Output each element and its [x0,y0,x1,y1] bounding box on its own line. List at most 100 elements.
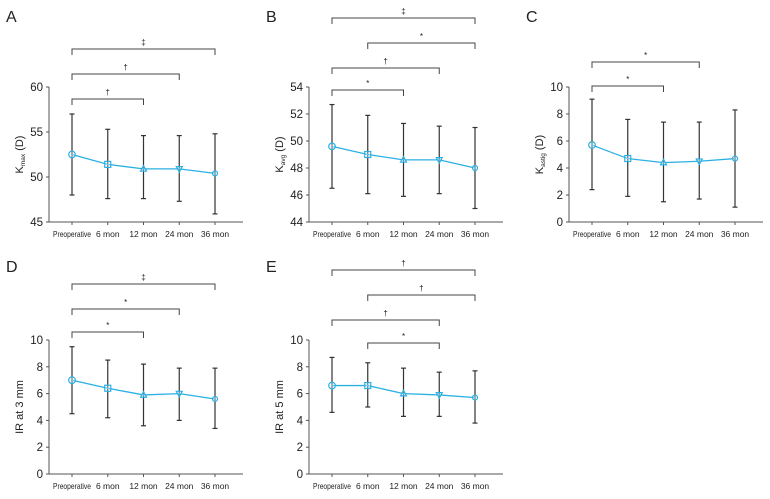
y-label-main: IR at 5 mm [274,380,286,434]
x-tick-label: 24 mon [425,229,454,239]
panel-e: E 0 2 4 6 8 10 Preoperative 6 mon 12 mon 24 mon 36 … [266,259,503,491]
significance-bracket: * [71,298,180,315]
data-point-triangle [139,164,148,172]
data-point-circle [328,381,336,390]
bracket-line [71,331,144,338]
significance-bracket: ‡ [331,7,476,24]
y-label-main: IR at 3 mm [14,380,26,434]
mean-line [331,145,476,169]
y-tick-label: 0 [557,217,563,229]
y-tick-label: 0 [37,469,43,481]
y-tick-label: 2 [297,442,303,454]
y-label-subscript: max [20,153,27,166]
y-tick-label: 52 [290,109,303,121]
x-tick-label: 36 mon [461,481,490,491]
significance-symbol: * [366,79,369,88]
panel-letter: E [266,259,277,276]
x-tick-label: Preoperative [313,229,351,239]
x-tick-label: 6 mon [616,229,640,239]
error-bar [365,362,371,408]
y-label-suffix: (D) [274,136,286,154]
data-point-diamond [211,395,219,403]
significance-symbol: † [123,63,127,72]
significance-symbol: * [644,51,647,60]
y-tick-label: 6 [37,389,43,401]
data-point-diamond [471,164,479,172]
data-point-triangle-down [175,166,184,174]
significance-bracket: * [367,332,440,349]
y-tick-label: 8 [297,362,303,374]
x-tick-label: 6 mon [356,481,380,491]
x-tick-label: 6 mon [96,481,120,491]
panel-c: C 0 2 4 6 8 10 Preoperative 6 mon 12 mon 24 mon 36 … [526,9,763,239]
y-tick-label: 48 [290,163,303,175]
bracket-line [367,342,440,349]
y-tick-label: 2 [557,190,563,202]
y-label-main: K [534,166,546,174]
significance-symbol: † [419,284,423,293]
significance-bracket: † [71,88,144,105]
y-axis-label: Kastig (D) [534,135,547,174]
y-label-main: K [274,165,286,173]
significance-symbol: † [401,259,405,268]
y-axis-label: IR at 5 mm [274,380,286,434]
x-tick-label: 12 mon [649,229,678,239]
x-tick-label: 36 mon [201,481,230,491]
x-tick-label: 24 mon [685,229,714,239]
significance-bracket: ‡ [71,38,216,55]
y-tick-label: 10 [550,82,563,94]
y-tick-label: 4 [557,163,564,175]
bracket-line [71,283,216,290]
y-tick-label: 50 [30,172,43,184]
error-bar [661,121,666,203]
error-bar [141,135,146,200]
bracket-line [71,308,180,315]
data-point-diamond [471,394,479,401]
significance-symbol: † [383,57,387,66]
significance-symbol: * [420,32,423,41]
panel-letter: A [6,9,17,26]
panel-letter: D [6,259,18,276]
error-bar [401,367,406,417]
data-point-square [364,150,372,159]
x-tick-label: Preoperative [313,481,351,491]
y-tick-label: 6 [557,136,563,148]
data-point-square [104,384,112,392]
x-tick-label: 24 mon [165,481,194,491]
mean-line [591,144,736,164]
error-bar [329,356,335,413]
data-point-diamond [211,170,219,177]
y-tick-label: 44 [290,217,303,229]
error-bar [472,370,478,424]
bracket-line [367,42,476,49]
error-bar [212,367,218,430]
significance-symbol: ‡ [401,7,405,16]
y-tick-label: 6 [297,389,303,401]
data-point-circle [588,141,596,149]
y-axis-label: IR at 3 mm [14,380,26,434]
data-point-triangle [399,389,408,397]
x-tick-label: 36 mon [201,229,230,239]
significance-bracket: * [591,75,664,92]
y-axis-label: Kmax (D) [14,136,27,174]
error-bar [696,121,702,200]
data-point-triangle-down [175,390,184,399]
significance-bracket: † [71,63,180,80]
y-tick-label: 10 [30,335,43,347]
panel-letter: B [266,9,277,26]
significance-bracket: * [367,32,476,49]
x-tick-label: 12 mon [129,481,158,491]
panel-b: B 44 46 48 50 52 54 Preoperative 6 mon 12 mon 24 m… [266,7,503,239]
y-label-subscript: avg [280,154,287,165]
error-bar [436,371,442,417]
data-point-triangle [399,155,408,163]
bracket-line [331,319,440,326]
significance-bracket: * [71,321,144,338]
x-tick-label: 12 mon [389,481,418,491]
significance-symbol: * [402,332,405,341]
significance-bracket: * [331,79,404,96]
error-bar [589,98,595,191]
y-tick-label: 4 [37,415,44,427]
data-point-square [624,154,632,163]
x-tick-label: Preoperative [53,229,91,239]
